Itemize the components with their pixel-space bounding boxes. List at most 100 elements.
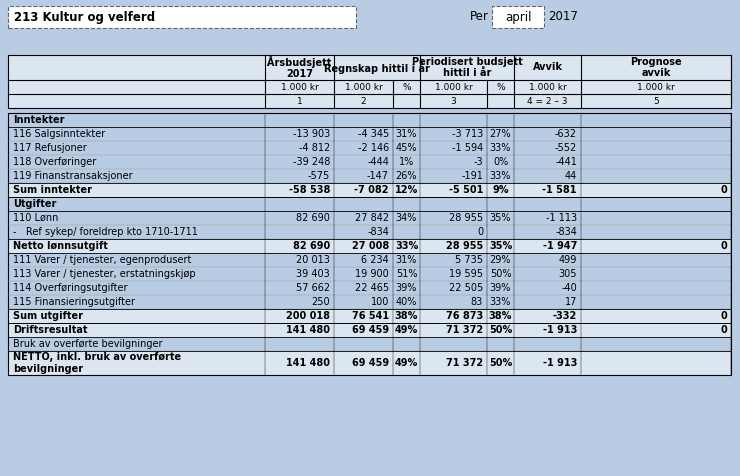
- Text: -13 903: -13 903: [293, 129, 330, 139]
- Text: 76 541: 76 541: [352, 311, 389, 321]
- Text: -1 581: -1 581: [542, 185, 577, 195]
- Text: Driftsresultat: Driftsresultat: [13, 325, 87, 335]
- Bar: [8, 197, 731, 211]
- Bar: [8, 55, 731, 108]
- Text: -3: -3: [474, 157, 483, 167]
- Text: -441: -441: [555, 157, 577, 167]
- Bar: [8, 323, 731, 337]
- Text: 116 Salgsinntekter: 116 Salgsinntekter: [13, 129, 105, 139]
- Bar: [8, 239, 731, 253]
- Text: 57 662: 57 662: [296, 283, 330, 293]
- Text: %: %: [497, 82, 505, 91]
- Text: 118 Overføringer: 118 Overføringer: [13, 157, 96, 167]
- Text: Netto lønnsutgift: Netto lønnsutgift: [13, 241, 108, 251]
- Text: 1.000 kr: 1.000 kr: [280, 82, 318, 91]
- Text: 20 013: 20 013: [296, 255, 330, 265]
- Text: 39%: 39%: [396, 283, 417, 293]
- Text: 82 690: 82 690: [296, 213, 330, 223]
- Bar: [8, 281, 731, 295]
- Text: 141 480: 141 480: [286, 358, 330, 368]
- Text: -444: -444: [367, 157, 389, 167]
- Text: 1%: 1%: [399, 157, 414, 167]
- Text: 0: 0: [720, 241, 727, 251]
- Text: 305: 305: [559, 269, 577, 279]
- Text: 3: 3: [451, 97, 457, 106]
- Text: 69 459: 69 459: [352, 358, 389, 368]
- Text: 113 Varer / tjenester, erstatningskjøp: 113 Varer / tjenester, erstatningskjøp: [13, 269, 195, 279]
- Text: 50%: 50%: [490, 269, 511, 279]
- Text: Sum utgifter: Sum utgifter: [13, 311, 83, 321]
- Text: -1 594: -1 594: [451, 143, 483, 153]
- Text: Sum inntekter: Sum inntekter: [13, 185, 92, 195]
- Text: 6 234: 6 234: [361, 255, 389, 265]
- Text: 1.000 kr: 1.000 kr: [434, 82, 472, 91]
- Text: 50%: 50%: [489, 358, 512, 368]
- Text: 31%: 31%: [396, 129, 417, 139]
- Text: 38%: 38%: [395, 311, 418, 321]
- Text: 117 Refusjoner: 117 Refusjoner: [13, 143, 87, 153]
- Text: 1.000 kr: 1.000 kr: [637, 82, 675, 91]
- Text: -552: -552: [555, 143, 577, 153]
- Text: 49%: 49%: [395, 325, 418, 335]
- Bar: [8, 113, 731, 375]
- Text: 5: 5: [653, 97, 659, 106]
- Text: 26%: 26%: [396, 171, 417, 181]
- Bar: [8, 309, 731, 323]
- Text: 0: 0: [720, 185, 727, 195]
- Text: 141 480: 141 480: [286, 325, 330, 335]
- Text: -4 345: -4 345: [357, 129, 389, 139]
- Text: 33%: 33%: [490, 171, 511, 181]
- Text: 27%: 27%: [490, 129, 511, 139]
- Text: 2017: 2017: [548, 10, 578, 23]
- Text: 115 Finansieringsutgifter: 115 Finansieringsutgifter: [13, 297, 135, 307]
- Bar: [8, 351, 731, 375]
- Bar: [8, 183, 731, 197]
- Text: Per: Per: [470, 10, 489, 23]
- Text: -1 913: -1 913: [542, 358, 577, 368]
- Text: -332: -332: [553, 311, 577, 321]
- Text: -3 713: -3 713: [451, 129, 483, 139]
- Text: Regnskap hittil i år: Regnskap hittil i år: [324, 61, 430, 73]
- Text: 0: 0: [720, 311, 727, 321]
- Text: 35%: 35%: [489, 241, 512, 251]
- Text: -147: -147: [367, 171, 389, 181]
- Text: 69 459: 69 459: [352, 325, 389, 335]
- Text: -191: -191: [461, 171, 483, 181]
- Text: 44: 44: [565, 171, 577, 181]
- Text: 49%: 49%: [395, 358, 418, 368]
- Text: 200 018: 200 018: [286, 311, 330, 321]
- Text: 76 873: 76 873: [445, 311, 483, 321]
- Bar: [8, 127, 731, 141]
- Text: 22 465: 22 465: [355, 283, 389, 293]
- Bar: [8, 295, 731, 309]
- Text: -834: -834: [367, 227, 389, 237]
- Text: 82 690: 82 690: [293, 241, 330, 251]
- Bar: [492, 6, 544, 28]
- Text: 119 Finanstransaksjoner: 119 Finanstransaksjoner: [13, 171, 132, 181]
- Text: 33%: 33%: [490, 143, 511, 153]
- Bar: [8, 155, 731, 169]
- Text: 111 Varer / tjenester, egenprodusert: 111 Varer / tjenester, egenprodusert: [13, 255, 192, 265]
- Text: Inntekter: Inntekter: [13, 115, 64, 125]
- Text: 35%: 35%: [490, 213, 511, 223]
- Text: 39 403: 39 403: [296, 269, 330, 279]
- Text: 71 372: 71 372: [446, 358, 483, 368]
- Text: 33%: 33%: [395, 241, 418, 251]
- Text: 27 008: 27 008: [352, 241, 389, 251]
- Text: 1: 1: [297, 97, 303, 106]
- Text: 499: 499: [559, 255, 577, 265]
- Text: -39 248: -39 248: [292, 157, 330, 167]
- Bar: [8, 337, 731, 351]
- Text: 29%: 29%: [490, 255, 511, 265]
- Text: -1 113: -1 113: [546, 213, 577, 223]
- Text: 31%: 31%: [396, 255, 417, 265]
- Text: Årsbudsjett
2017: Årsbudsjett 2017: [267, 56, 332, 79]
- Text: 28 955: 28 955: [445, 241, 483, 251]
- Bar: [8, 55, 731, 108]
- Text: 51%: 51%: [396, 269, 417, 279]
- Text: 2: 2: [360, 97, 366, 106]
- Text: NETTO, inkl. bruk av overførte
bevilgninger: NETTO, inkl. bruk av overførte bevilgnin…: [13, 352, 181, 374]
- Text: -7 082: -7 082: [354, 185, 389, 195]
- Text: 83: 83: [471, 297, 483, 307]
- Text: 114 Overføringsutgifter: 114 Overføringsutgifter: [13, 283, 127, 293]
